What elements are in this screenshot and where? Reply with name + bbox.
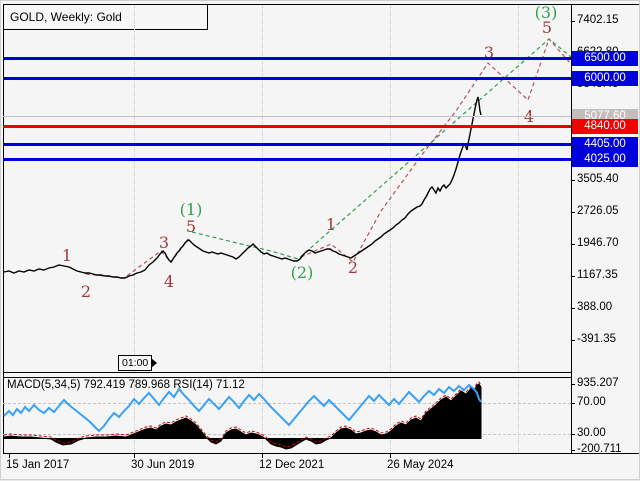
- grid-line-vertical: [390, 5, 392, 372]
- price-level-line-4840.00[interactable]: [3, 124, 571, 128]
- level-price-badge: 6000.00: [572, 71, 638, 87]
- main-chart-left-border: [3, 4, 4, 453]
- elliott-wave-label: (1): [179, 200, 203, 219]
- grid-line-vertical: [518, 5, 520, 372]
- elliott-wave-label: 3: [158, 233, 170, 252]
- elliott-wave-label: (2): [290, 263, 314, 282]
- price-tick-mark: [571, 308, 575, 309]
- price-tick-label: 1946.70: [577, 237, 619, 250]
- elliott-wave-label: 5: [185, 217, 197, 236]
- level-price-badge: 4840.00: [572, 118, 638, 134]
- indicator-tick-label: -200.711: [577, 443, 622, 456]
- indicator-tick-label: 70.00: [577, 396, 606, 408]
- rsi-level-line: [3, 403, 571, 404]
- time-tick-label: 12 Dec 2021: [259, 459, 325, 471]
- time-tick-label: 30 Jun 2019: [131, 459, 195, 471]
- indicator-tick-label: 935.207: [577, 377, 619, 389]
- price-axis-line[interactable]: [571, 4, 572, 453]
- time-tick-mark: [390, 453, 391, 458]
- time-tick-label: 15 Jan 2017: [6, 459, 70, 471]
- indicator-label: MACD(5,34,5) 792.419 789.968 RSI(14) 71.…: [7, 379, 245, 391]
- price-tick-mark: [571, 244, 575, 246]
- main-chart-top-border: [3, 4, 639, 5]
- panel-separator-top[interactable]: [3, 372, 571, 373]
- elliott-wave-label: 3: [483, 43, 495, 62]
- grid-line-vertical: [390, 378, 392, 453]
- chart-title: GOLD, Weekly: Gold: [10, 10, 122, 24]
- price-tick-mark: [571, 339, 575, 341]
- price-tick-label: 388.00: [577, 301, 613, 313]
- price-tick-label: 2726.05: [577, 205, 619, 218]
- elliott-wave-label: 5: [541, 18, 553, 37]
- price-level-line-6500.00[interactable]: [3, 56, 571, 60]
- price-tick-mark: [571, 21, 575, 22]
- indicator-tick-mark: [571, 384, 575, 385]
- indicator-tick-mark: [571, 434, 575, 435]
- elliott-wave-label: 2: [80, 282, 92, 301]
- time-countdown-tag: 01:00: [118, 355, 158, 371]
- elliott-wave-label: (3): [534, 3, 558, 22]
- rsi-level-line: [3, 434, 571, 435]
- grid-line-vertical: [134, 5, 136, 372]
- price-tick-mark: [571, 212, 575, 214]
- price-level-line-6000.00[interactable]: [3, 77, 571, 81]
- elliott-wave-label: 1: [61, 246, 73, 265]
- green-wave-projection-line: [191, 38, 572, 260]
- time-countdown-value: 01:00: [118, 355, 153, 371]
- level-price-badge: 4405.00: [572, 136, 638, 152]
- macd-signal-line: [3, 381, 482, 448]
- elliott-wave-label: 2: [347, 258, 359, 277]
- elliott-wave-label: 1: [325, 215, 337, 234]
- price-tick-label: 7402.15: [577, 14, 619, 26]
- rsi-line: [3, 383, 482, 433]
- level-price-badge: 4025.00: [572, 152, 638, 168]
- price-tick-mark: [571, 180, 575, 182]
- grid-line-vertical: [262, 5, 264, 372]
- price-line: [3, 96, 482, 279]
- time-tick-mark: [134, 453, 135, 458]
- elliott-wave-label: 4: [163, 272, 175, 291]
- indicator-tick-mark: [571, 403, 575, 404]
- red-wave-projection-line-right: [300, 37, 572, 263]
- indicator-tick-mark: [571, 450, 575, 452]
- time-tick-mark: [262, 453, 263, 458]
- indicator-panel-top-border: [3, 377, 571, 378]
- level-price-badge: 6500.00: [572, 50, 638, 66]
- price-tick-label: 1167.35: [577, 269, 618, 282]
- indicator-tick-label: 30.00: [577, 427, 606, 439]
- price-tick-label: 3505.40: [577, 173, 619, 186]
- time-tick-mark: [9, 453, 10, 458]
- grid-line-vertical: [518, 378, 520, 453]
- price-level-line-4405.00[interactable]: [3, 142, 571, 146]
- time-axis-line[interactable]: [3, 453, 639, 454]
- price-tick-mark: [571, 276, 575, 278]
- price-tick-label: -391.35: [577, 332, 617, 345]
- grid-line-vertical: [134, 378, 136, 453]
- chart-title-box: GOLD, Weekly: Gold: [3, 4, 208, 30]
- grid-line-vertical: [262, 378, 264, 453]
- time-tick-label: 26 May 2024: [387, 459, 454, 471]
- tag-arrow-icon: [151, 358, 158, 368]
- price-level-line-4025.00[interactable]: [3, 158, 571, 162]
- macd-histogram: [3, 383, 482, 450]
- current-price-line[interactable]: [3, 116, 571, 118]
